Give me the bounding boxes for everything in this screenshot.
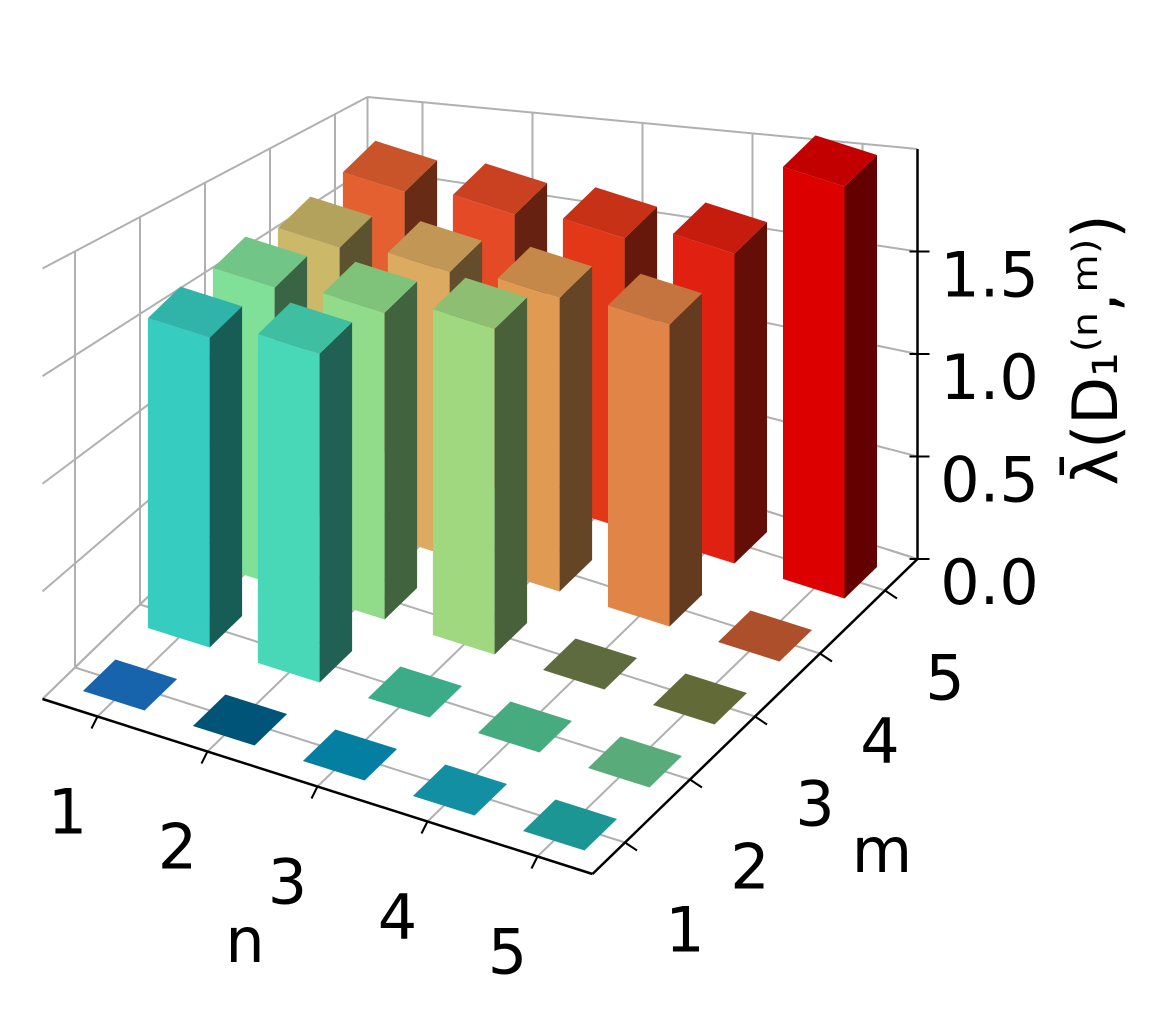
z-tick-label: 0.5 <box>940 444 1039 517</box>
x-tick-label: 2 <box>158 811 197 884</box>
y-tick-label: 1 <box>665 894 704 967</box>
bar-top <box>608 273 702 325</box>
bar-top <box>342 140 438 192</box>
bar-top <box>322 261 418 313</box>
x-tick <box>420 821 429 834</box>
bar-top <box>257 302 353 354</box>
y-tick-label: 4 <box>860 705 899 778</box>
y-tick <box>819 652 833 663</box>
y-tick <box>884 589 898 600</box>
bar-front <box>147 318 210 648</box>
y-axis-label: m <box>852 814 912 887</box>
bar-side <box>844 155 877 599</box>
bar-side <box>384 281 418 620</box>
bar-top <box>783 135 877 187</box>
bar-side <box>669 293 702 627</box>
x-tick-label: 4 <box>378 881 417 954</box>
bar-side <box>559 266 593 592</box>
bar-top <box>387 221 483 273</box>
x-tick <box>530 856 539 869</box>
y-tick-label: 5 <box>925 642 964 715</box>
bar-top <box>523 799 617 851</box>
bar-top <box>432 277 528 329</box>
x-tick <box>90 716 99 729</box>
bar-side <box>209 306 243 648</box>
y-tick <box>689 778 703 789</box>
bar-top <box>367 666 463 718</box>
bar-side <box>734 222 767 564</box>
y-tick-label: 3 <box>795 768 834 841</box>
bar-top <box>212 236 308 288</box>
bar-top <box>718 610 812 662</box>
x-tick-label: 5 <box>488 916 527 989</box>
bar-top <box>562 187 658 239</box>
z-tick-label: 1.0 <box>940 341 1039 414</box>
bar-top <box>302 729 398 781</box>
bar-front <box>608 305 670 627</box>
bar-top <box>452 163 548 215</box>
x-tick-label: 3 <box>268 846 307 919</box>
bar-front <box>783 166 845 599</box>
bar-top <box>82 659 178 711</box>
y-tick-label: 2 <box>730 831 769 904</box>
bar-top <box>673 202 767 254</box>
bar-side <box>319 322 353 683</box>
bar-top <box>543 638 637 690</box>
x-tick <box>200 751 209 764</box>
bar-top <box>277 196 373 248</box>
z-tick-label: 0.0 <box>940 546 1039 619</box>
bar-top <box>412 764 508 816</box>
bar-top <box>588 736 682 788</box>
bar-top <box>497 246 593 298</box>
x-tick-label: 1 <box>48 776 87 849</box>
bar-front <box>432 309 495 655</box>
bar-top <box>192 694 288 746</box>
y-tick <box>754 715 768 726</box>
bar-top <box>477 701 572 753</box>
bar-top <box>147 286 243 338</box>
z-axis-label: λ̄(D₁⁽ⁿ,ᵐ⁾) <box>1059 214 1132 485</box>
bar-top <box>653 673 747 725</box>
x-axis-label: n <box>225 904 264 977</box>
x-tick <box>310 786 319 799</box>
y-tick <box>624 841 638 852</box>
bar-front <box>257 334 320 683</box>
z-tick-label: 1.5 <box>940 239 1039 312</box>
bar-side <box>494 297 528 655</box>
